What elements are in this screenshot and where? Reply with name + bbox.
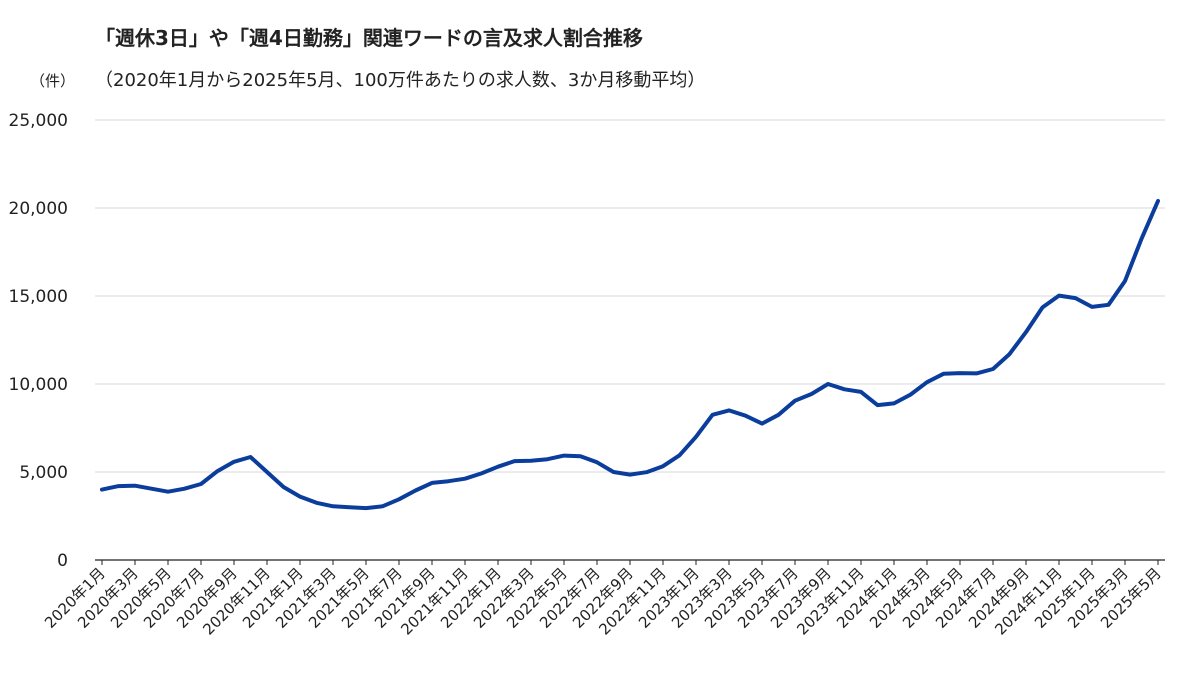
y-tick-label: 25,000 xyxy=(9,111,68,131)
y-axis-unit: （件） xyxy=(30,72,76,90)
chart-subtitle: （2020年1月から2025年5月、100万件あたりの求人数、3か月移動平均） xyxy=(95,70,706,91)
y-tick-label: 0 xyxy=(57,551,68,571)
y-tick-label: 5,000 xyxy=(19,463,68,483)
series-line xyxy=(100,199,1160,511)
y-axis-ticks: 0 5,000 10,000 15,000 20,000 25,000 xyxy=(9,111,68,571)
x-axis-ticks: 2020年1月2020年3月2020年5月2020年7月2020年9月2020年… xyxy=(41,560,1165,639)
gridlines xyxy=(95,119,1165,561)
chart-title: 「週休3日」や「週4日勤務」関連ワードの言及求人割合推移 xyxy=(95,26,643,50)
series-layer xyxy=(100,199,1160,511)
y-tick-label: 10,000 xyxy=(9,375,68,395)
y-tick-label: 20,000 xyxy=(9,199,68,219)
y-tick-label: 15,000 xyxy=(9,287,68,307)
